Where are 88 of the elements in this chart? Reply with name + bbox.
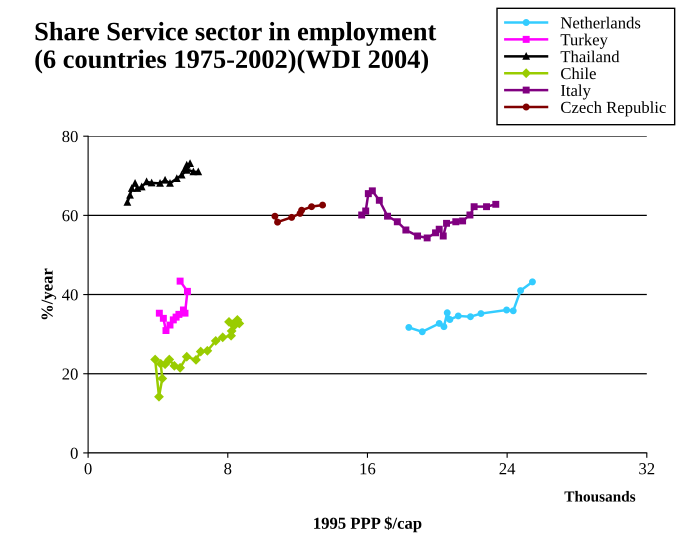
point [271, 212, 278, 220]
point [452, 218, 460, 226]
point [424, 234, 431, 242]
point [470, 203, 478, 210]
point [477, 310, 484, 318]
point [176, 278, 184, 285]
point [132, 180, 139, 187]
legend-label: Chile [561, 67, 596, 80]
point [405, 324, 412, 331]
point [528, 278, 536, 286]
point [368, 187, 376, 194]
point [191, 355, 201, 365]
point [298, 206, 306, 214]
point [414, 232, 422, 240]
point [148, 179, 156, 186]
point [510, 307, 517, 314]
point [202, 346, 212, 356]
point [162, 327, 170, 334]
point [288, 214, 296, 221]
point [308, 203, 316, 210]
point [376, 196, 383, 204]
point [466, 212, 474, 218]
point [158, 374, 167, 384]
legend-label: Thailand [560, 50, 620, 62]
point [178, 172, 186, 178]
x-tick-label: 0 [84, 463, 92, 474]
point [162, 176, 169, 184]
point [166, 180, 174, 187]
point [459, 217, 466, 224]
legend-label: Netherlands [560, 16, 640, 28]
point [154, 392, 164, 402]
point [436, 320, 443, 327]
chart-title: Share Service sector in employment (6 countries 1975-2002)(WDI 2004) [35, 22, 436, 74]
point [454, 312, 462, 320]
point [218, 332, 228, 342]
y-tick-label: 40 [62, 289, 78, 301]
point [402, 226, 410, 234]
point [384, 212, 392, 220]
x-axis-title: 1995 PPP $/cap [314, 516, 422, 532]
point [517, 287, 524, 294]
point [166, 322, 174, 329]
point [211, 336, 220, 346]
point [150, 354, 160, 364]
point [175, 363, 185, 372]
point [182, 310, 188, 317]
point [440, 323, 448, 330]
point [274, 218, 282, 226]
point [418, 328, 426, 336]
y-tick-label: 60 [62, 210, 78, 222]
y-tick-label: 20 [62, 368, 78, 380]
y-tick-label: 80 [62, 130, 78, 142]
point [483, 203, 490, 210]
point [466, 313, 474, 320]
point [492, 200, 500, 208]
point [182, 352, 192, 362]
x-tick-label: 16 [360, 463, 376, 474]
point [124, 198, 131, 206]
point [440, 232, 447, 240]
point [156, 180, 164, 187]
point [444, 309, 451, 316]
point [362, 208, 370, 214]
point [196, 346, 206, 356]
point [164, 354, 174, 364]
legend-label: Turkey [560, 34, 608, 49]
point [156, 310, 163, 317]
point [173, 175, 180, 182]
text: Thousands [564, 490, 636, 502]
point [190, 168, 197, 176]
point [394, 218, 401, 226]
point [224, 317, 234, 326]
point [503, 306, 510, 314]
point [194, 168, 202, 176]
x-tick-label: 24 [500, 463, 516, 474]
point [446, 316, 454, 323]
point [443, 220, 450, 227]
point [143, 178, 150, 186]
legend-label: Czech Republic [561, 101, 666, 116]
point [128, 184, 136, 192]
y-axis-title: %/year [41, 268, 56, 320]
point [160, 314, 167, 322]
point [436, 226, 443, 233]
point [184, 288, 191, 295]
y-tick-label: 0 [70, 448, 78, 459]
point [126, 192, 134, 199]
x-tick-label: 32 [639, 463, 654, 474]
point [319, 202, 326, 209]
x-tick-label: 8 [224, 463, 232, 474]
legend-label: Italy [560, 84, 591, 100]
